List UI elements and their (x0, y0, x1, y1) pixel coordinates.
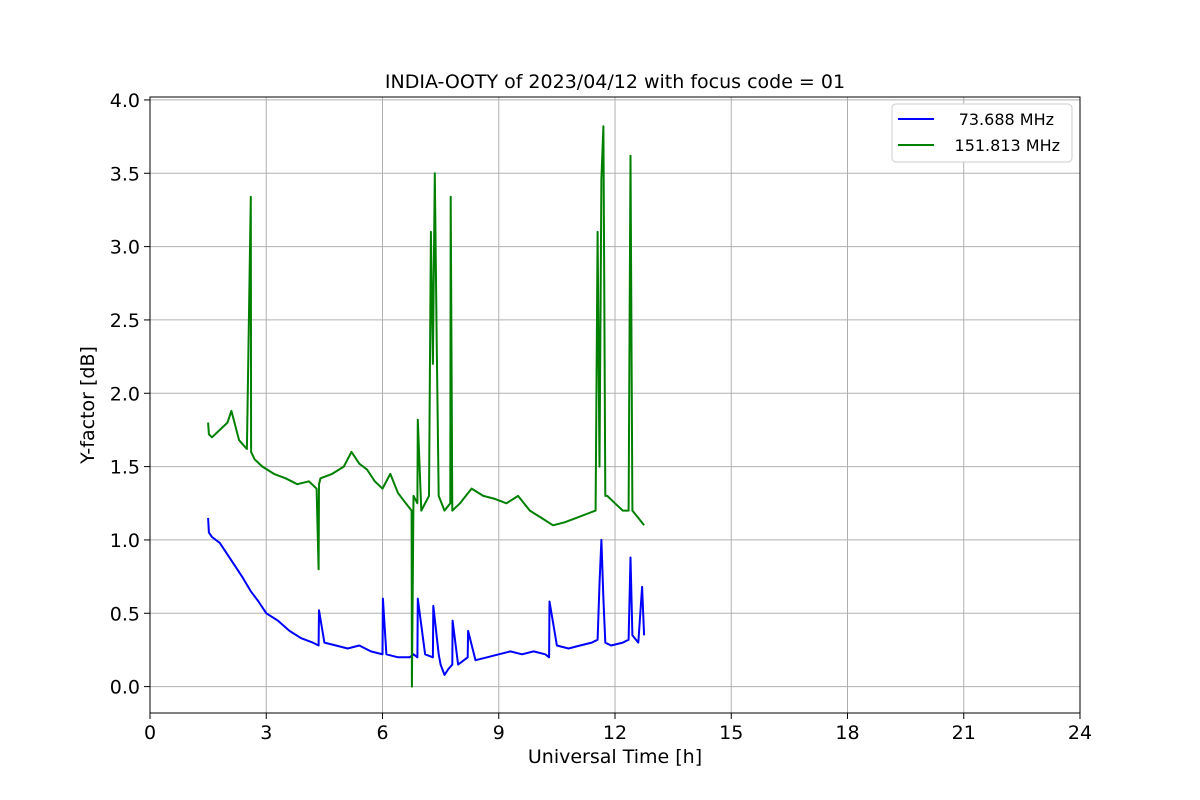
plot-series (207, 125, 646, 688)
x-tick-label: 6 (376, 722, 388, 744)
y-tick-label: 3.5 (110, 163, 140, 185)
x-tick-label: 3 (260, 722, 272, 744)
x-axis-ticks: 0 3 6 9 12 15 18 21 24 (144, 713, 1092, 744)
x-tick-label: 12 (603, 722, 627, 744)
y-tick-label: 1.5 (110, 457, 140, 479)
series-line-151mhz (207, 125, 645, 688)
y-tick-label: 3.0 (110, 237, 140, 259)
legend-label-73mhz: 73.688 MHz (959, 110, 1054, 129)
y-axis-label: Y-factor [dB] (77, 346, 99, 465)
y-tick-label: 0.5 (110, 603, 140, 625)
x-tick-label: 21 (952, 722, 976, 744)
x-tick-label: 0 (144, 722, 156, 744)
x-axis-label: Universal Time [h] (528, 746, 702, 768)
legend: 73.688 MHz 151.813 MHz (891, 103, 1073, 163)
y-axis-ticks: 0.0 0.5 1.0 1.5 2.0 2.5 3.0 3.5 4.0 (110, 90, 150, 699)
x-tick-label: 15 (719, 722, 743, 744)
chart-title: INDIA-OOTY of 2023/04/12 with focus code… (385, 71, 845, 93)
y-tick-label: 0.0 (110, 677, 140, 699)
x-tick-label: 9 (493, 722, 505, 744)
y-tick-label: 1.0 (110, 530, 140, 552)
legend-box (891, 103, 1073, 163)
y-tick-label: 2.0 (110, 383, 140, 405)
x-tick-label: 24 (1068, 722, 1092, 744)
series-line-73mhz (207, 517, 646, 676)
legend-label-151mhz: 151.813 MHz (955, 136, 1060, 155)
y-tick-label: 2.5 (110, 310, 140, 332)
y-tick-label: 4.0 (110, 90, 140, 112)
x-tick-label: 18 (835, 722, 859, 744)
